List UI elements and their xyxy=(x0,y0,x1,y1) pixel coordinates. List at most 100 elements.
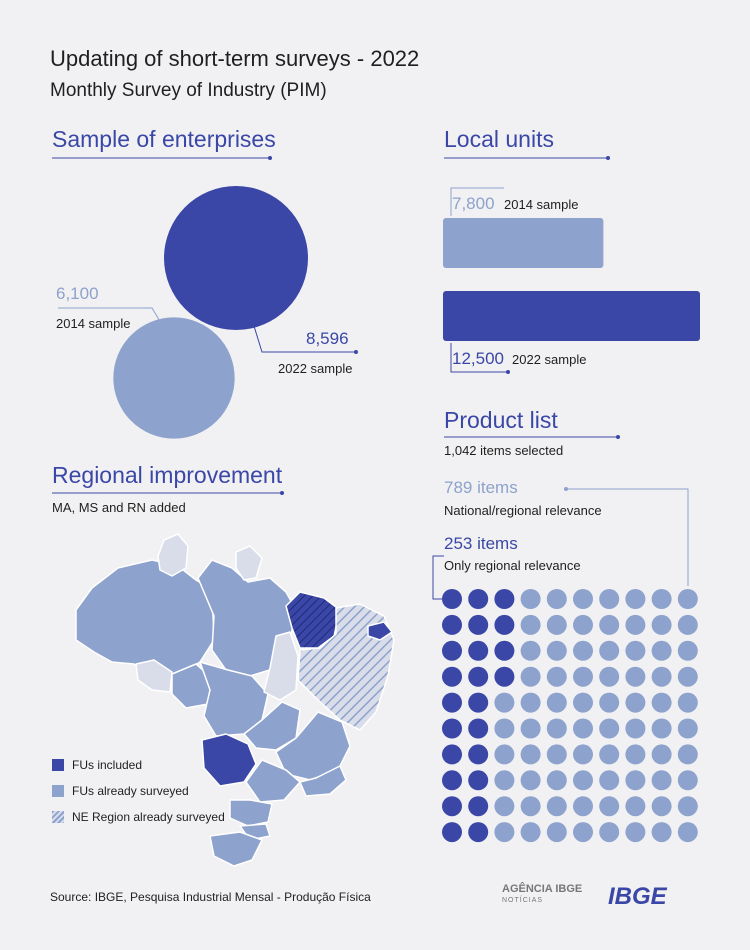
state-pr xyxy=(229,799,273,827)
ibge-logo: IBGE xyxy=(608,883,667,910)
waffle-dot xyxy=(599,692,620,713)
waffle-dot xyxy=(677,822,698,843)
bar-2022-leader xyxy=(450,343,508,373)
waffle-dot xyxy=(546,692,567,713)
waffle-dot xyxy=(494,718,515,739)
waffle-dot xyxy=(625,796,646,817)
bubble-2014-value: 6,100 xyxy=(56,284,99,303)
waffle-dot xyxy=(520,614,541,635)
waffle-dot xyxy=(494,822,515,843)
bubble-2022 xyxy=(164,186,308,330)
waffle-dot xyxy=(494,614,515,635)
waffle-dot xyxy=(468,822,489,843)
waffle-dot xyxy=(520,692,541,713)
waffle-dot xyxy=(573,614,593,635)
waffle-dot xyxy=(651,718,672,739)
waffle-dot xyxy=(677,718,698,739)
regional-note: MA, MS and RN added xyxy=(52,500,186,515)
waffle-dot xyxy=(651,614,672,635)
waffle-dot xyxy=(599,744,620,765)
bar-2022-leader-dot xyxy=(506,370,510,374)
bubble-2022-leader-dot xyxy=(354,350,358,354)
waffle-dot xyxy=(677,692,698,713)
bar-2014-name: 2014 sample xyxy=(504,197,579,212)
waffle-dot xyxy=(520,796,541,817)
state-to xyxy=(263,631,299,701)
waffle-dot xyxy=(442,589,462,609)
bubble-2014 xyxy=(113,317,235,439)
waffle-dot xyxy=(677,796,698,817)
waffle-dot xyxy=(546,666,567,687)
waffle-dot xyxy=(520,589,541,609)
waffle-dot xyxy=(442,770,462,791)
waffle-national-leader-dot xyxy=(564,487,568,491)
waffle-dot xyxy=(651,822,672,843)
legend-label: NE Region already surveyed xyxy=(72,810,225,824)
legend-fus-included: FUs included xyxy=(52,758,142,772)
bubble-2022-value: 8,596 xyxy=(306,329,349,348)
waffle-dot xyxy=(651,589,672,609)
waffle-dot xyxy=(546,614,567,635)
waffle-national-value: 789 items xyxy=(444,478,518,497)
waffle-dot xyxy=(442,692,462,713)
agencia-logo-sub: NOTÍCIAS xyxy=(502,897,544,904)
waffle-dot xyxy=(520,770,541,791)
waffle-dot xyxy=(468,796,489,817)
waffle-dot xyxy=(573,744,593,765)
waffle-dot xyxy=(677,666,698,687)
local-unit-bars xyxy=(443,187,700,374)
waffle-dot xyxy=(520,718,541,739)
waffle-dot xyxy=(494,770,515,791)
legend-label: FUs already surveyed xyxy=(72,784,189,798)
waffle-dot xyxy=(573,692,593,713)
product-list-subtitle: 1,042 items selected xyxy=(444,443,564,458)
state-rn xyxy=(367,621,393,641)
waffle-dot xyxy=(520,744,541,765)
waffle-dot xyxy=(677,589,698,609)
waffle-dot xyxy=(625,822,646,843)
waffle-dot xyxy=(651,692,672,713)
enterprises-title: Sample of enterprises xyxy=(52,126,276,152)
waffle-dot xyxy=(651,770,672,791)
waffle-national-name: National/regional relevance xyxy=(444,503,602,518)
title-underlines xyxy=(52,156,620,495)
waffle-dot xyxy=(677,744,698,765)
waffle-regional-leader xyxy=(432,555,444,600)
waffle-dot xyxy=(573,770,593,791)
waffle-dot xyxy=(625,666,646,687)
waffle-dot xyxy=(468,744,489,765)
waffle-dot xyxy=(494,589,515,609)
waffle-dot xyxy=(573,718,593,739)
waffle-dot xyxy=(442,796,462,817)
waffle-dot xyxy=(651,640,672,661)
product-list-title: Product list xyxy=(444,407,558,433)
waffle-dot xyxy=(625,744,646,765)
waffle-dot xyxy=(651,666,672,687)
legend-swatch-dark xyxy=(52,759,64,771)
state-rs xyxy=(209,831,263,867)
waffle-dot xyxy=(494,666,515,687)
waffle-dot xyxy=(599,770,620,791)
waffle-dot xyxy=(625,640,646,661)
bubble-2022-name: 2022 sample xyxy=(278,361,353,376)
source-note: Source: IBGE, Pesquisa Industrial Mensal… xyxy=(50,890,371,904)
waffle-dot xyxy=(599,666,620,687)
state-ap xyxy=(235,545,263,581)
waffle-dot xyxy=(520,640,541,661)
waffle-dot xyxy=(546,640,567,661)
waffle-dot xyxy=(546,718,567,739)
state-am xyxy=(75,559,215,681)
waffle-dot xyxy=(677,614,698,635)
state-rr xyxy=(157,533,189,577)
legend-label: FUs included xyxy=(72,758,143,772)
waffle-dot xyxy=(573,640,593,661)
waffle-dot xyxy=(677,770,698,791)
waffle-dot xyxy=(573,822,593,843)
legend-swatch-light xyxy=(52,785,64,797)
page-title: Updating of short-term surveys - 2022 xyxy=(50,46,420,71)
waffle-dot xyxy=(625,589,646,609)
page-subtitle: Monthly Survey of Industry (PIM) xyxy=(50,80,327,101)
waffle-dot xyxy=(599,822,620,843)
state-go xyxy=(243,701,301,751)
